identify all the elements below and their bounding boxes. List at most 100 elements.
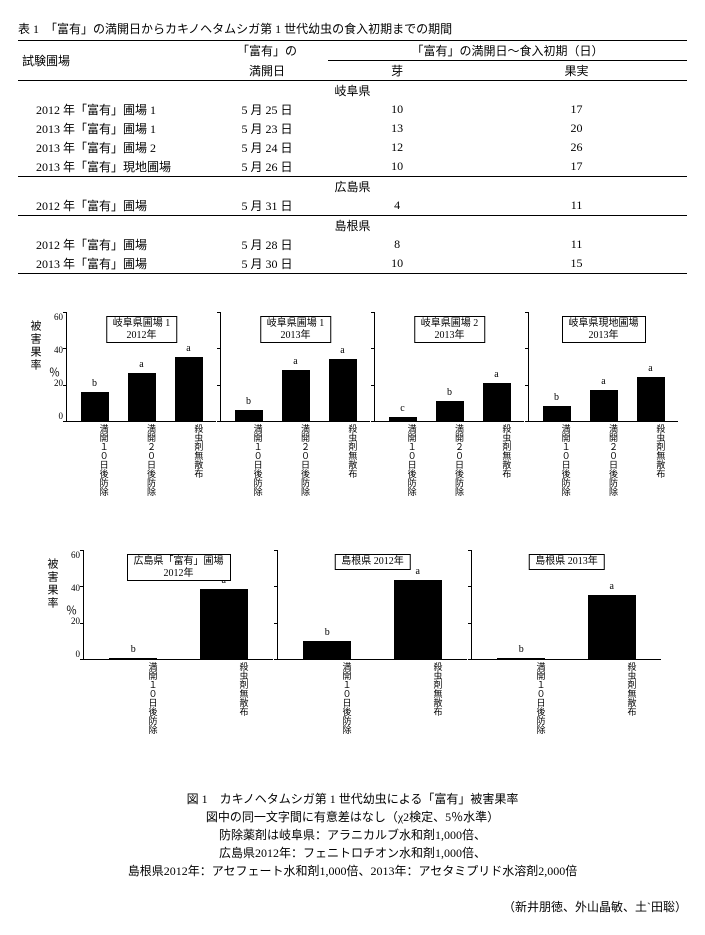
xlabel: 満開１０日後防除	[234, 424, 262, 534]
ytick-label: 40	[62, 583, 80, 593]
chart-title: 岐阜県圃場 12012年	[106, 316, 178, 343]
cell-date: 5 月 23 日	[206, 119, 328, 138]
figure-caption: 図 1 カキノヘタムシガ第 1 世代幼虫による「富有」被害果率 図中の同一文字間…	[18, 790, 687, 880]
cell-bud: 13	[328, 119, 466, 138]
sig-label: a	[610, 581, 614, 592]
cell-fruit: 17	[466, 157, 687, 177]
cell-field: 2012 年「富有」圃場	[18, 235, 206, 254]
cell-field: 2013 年「富有」現地圃場	[18, 157, 206, 177]
caption-line: 図中の同一文字間に有意差はなし（χ2検定、5％水準）	[18, 808, 687, 826]
xlabel: 満開１０日後防除	[109, 662, 157, 772]
cell-bud: 8	[328, 235, 466, 254]
xlabel: 殺虫剤無散布	[636, 424, 664, 534]
bar: b	[235, 410, 263, 421]
caption-line: 防除薬剤は岐阜県：アラニカルブ水和剤1,000倍、	[18, 826, 687, 844]
xlabel: 殺虫剤無散布	[174, 424, 202, 534]
th-bud: 芽	[328, 61, 466, 81]
sig-label: b	[246, 396, 251, 407]
xlabel: 満開２０日後防除	[435, 424, 463, 534]
sig-label: a	[139, 359, 143, 370]
bar: a	[588, 595, 636, 659]
cell-bud: 12	[328, 138, 466, 157]
ytick-label: 60	[45, 312, 63, 322]
bar: a	[590, 390, 618, 421]
bar: a	[175, 357, 203, 421]
cell-date: 5 月 30 日	[206, 254, 328, 274]
bar: a	[282, 370, 310, 421]
sig-label: a	[494, 369, 498, 380]
bar-chart: 岐阜県圃場 12012年6040200baa	[66, 312, 216, 422]
section-header: 広島県	[18, 177, 687, 197]
chart-title: 広島県「富有」圃場2012年	[127, 554, 231, 581]
ytick-label: 20	[45, 378, 63, 388]
bar: b	[543, 406, 571, 421]
xlabel: 殺虫剤無散布	[328, 424, 356, 534]
bar-chart: 岐阜県圃場 22013年cba	[374, 312, 524, 422]
bar: c	[389, 417, 417, 421]
bar-chart: 島根県 2012年ba	[277, 550, 467, 660]
th-field: 試験圃場	[18, 41, 206, 81]
bar: a	[483, 383, 511, 422]
caption-line: 図 1 カキノヘタムシガ第 1 世代幼虫による「富有」被害果率	[18, 790, 687, 808]
xlabel: 満開２０日後防除	[589, 424, 617, 534]
authors: （新井朋徳、外山晶敏、土`田聡）	[18, 898, 687, 915]
xlabel: 殺虫剤無散布	[482, 424, 510, 534]
charts-area: 被害果率 ％ 岐阜県圃場 12012年6040200baa満開１０日後防除満開２…	[18, 302, 687, 772]
cell-date: 5 月 24 日	[206, 138, 328, 157]
xlabel: 満開２０日後防除	[127, 424, 155, 534]
chart-title: 岐阜県圃場 12013年	[260, 316, 332, 343]
ytick-label: 40	[45, 345, 63, 355]
cell-fruit: 26	[466, 138, 687, 157]
xlabel: 満開１０日後防除	[80, 424, 108, 534]
chart-title: 島根県 2012年	[334, 554, 411, 570]
ytick-label: 0	[62, 649, 80, 659]
sig-label: a	[648, 363, 652, 374]
bar: a	[128, 373, 156, 421]
caption-line: 島根県2012年：アセフェート水和剤1,000倍、2013年：アセタミプリド水溶…	[18, 862, 687, 880]
cell-field: 2012 年「富有」圃場	[18, 196, 206, 216]
xlabel: 殺虫剤無散布	[588, 662, 636, 772]
bar-chart: 広島県「富有」圃場2012年6040200ba	[83, 550, 273, 660]
cell-bud: 4	[328, 196, 466, 216]
section-header: 島根県	[18, 216, 687, 236]
bar: b	[109, 658, 157, 659]
sig-label: c	[400, 403, 404, 414]
sig-label: b	[554, 392, 559, 403]
bar: a	[394, 580, 442, 659]
bar: a	[329, 359, 357, 421]
cell-field: 2012 年「富有」圃場 1	[18, 100, 206, 119]
y-axis-label: 被害果率	[44, 540, 60, 610]
bar: a	[200, 589, 248, 659]
cell-fruit: 20	[466, 119, 687, 138]
xlabel: 満開１０日後防除	[303, 662, 351, 772]
cell-date: 5 月 25 日	[206, 100, 328, 119]
xlabel: 満開２０日後防除	[281, 424, 309, 534]
ytick-label: 20	[62, 616, 80, 626]
sig-label: b	[519, 644, 524, 655]
cell-fruit: 11	[466, 235, 687, 254]
cell-bud: 10	[328, 157, 466, 177]
y-axis-label: 被害果率	[27, 302, 43, 372]
cell-field: 2013 年「富有」圃場 2	[18, 138, 206, 157]
ytick-label: 0	[45, 411, 63, 421]
caption-line: 広島県2012年：フェニトロチオン水和剤1,000倍、	[18, 844, 687, 862]
sig-label: b	[92, 378, 97, 389]
cell-date: 5 月 28 日	[206, 235, 328, 254]
cell-field: 2013 年「富有」圃場 1	[18, 119, 206, 138]
bar-chart: 島根県 2013年ba	[471, 550, 661, 660]
th-fruit: 果実	[466, 61, 687, 81]
cell-fruit: 17	[466, 100, 687, 119]
th-date-lower: 満開日	[206, 61, 328, 81]
bar-chart: 岐阜県現地圃場2013年baa	[528, 312, 678, 422]
cell-bud: 10	[328, 100, 466, 119]
ytick-label: 60	[62, 550, 80, 560]
th-date-upper: 「富有」の	[206, 41, 328, 61]
sig-label: a	[293, 356, 297, 367]
xlabel: 殺虫剤無散布	[200, 662, 248, 772]
th-period-upper: 「富有」の満開日～食入初期（日）	[328, 41, 687, 61]
cell-date: 5 月 26 日	[206, 157, 328, 177]
section-header: 岐阜県	[18, 81, 687, 101]
chart-title: 岐阜県圃場 22013年	[414, 316, 486, 343]
sig-label: a	[416, 566, 420, 577]
xlabel: 殺虫剤無散布	[394, 662, 442, 772]
